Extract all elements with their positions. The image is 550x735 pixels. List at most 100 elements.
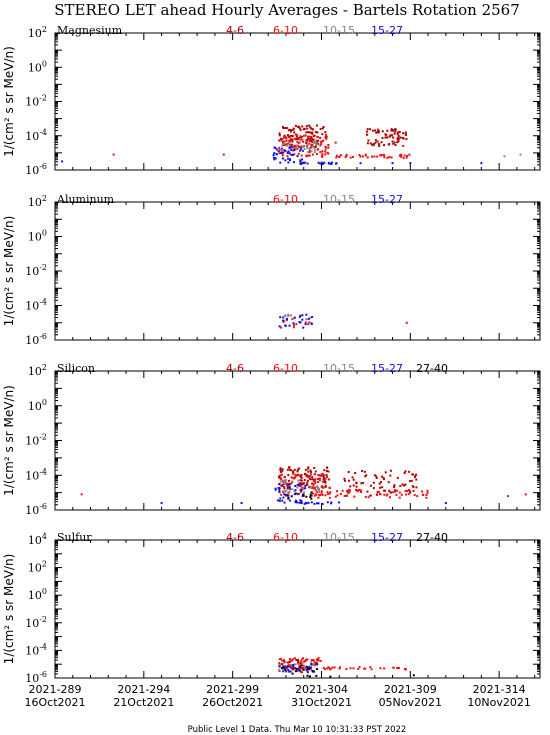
- data-point-4-6: [397, 134, 400, 137]
- data-point-15-27: [288, 499, 291, 502]
- data-point-6-10: [285, 482, 288, 485]
- data-point-15-27: [307, 318, 310, 321]
- data-point-4-6: [293, 131, 296, 134]
- chart-title: STEREO LET ahead Hourly Averages - Barte…: [54, 1, 520, 19]
- data-point-15-27: [301, 149, 304, 152]
- data-point-6-10: [359, 489, 362, 492]
- data-point-4-6: [386, 129, 389, 132]
- data-point-15-27: [302, 326, 305, 329]
- data-point-4-6: [291, 135, 294, 138]
- data-point-6-10: [309, 668, 312, 671]
- data-point-15-27: [278, 325, 281, 328]
- data-point-10-15: [301, 486, 304, 489]
- data-point-4-6: [307, 131, 310, 134]
- legend-15-27: 15-27: [371, 24, 403, 37]
- data-point-6-10: [413, 494, 416, 497]
- data-point-15-27: [287, 669, 290, 672]
- data-point-6-10: [320, 490, 323, 493]
- data-point-15-27: [285, 317, 288, 320]
- data-point-10-15: [316, 143, 319, 146]
- data-point-4-6: [309, 471, 312, 474]
- data-point-6-10: [328, 478, 331, 481]
- data-point-10-15: [316, 485, 319, 488]
- data-point-15-27: [299, 321, 302, 324]
- data-point-6-10: [361, 155, 364, 158]
- data-point-4-6: [365, 130, 368, 133]
- data-point-4-6: [393, 141, 396, 144]
- data-point-15-27: [313, 670, 316, 673]
- data-point-15-27: [328, 162, 331, 165]
- data-point-4-6: [291, 129, 294, 132]
- data-point-4-6: [308, 124, 311, 127]
- panel-silicon: 10-6 10-4 10-2 100 102 Silicon 4-6 6-10 10-15 15-…: [2, 362, 541, 517]
- data-point-15-27: [304, 323, 307, 326]
- data-point-6-10: [310, 136, 313, 139]
- data-point-4-6: [311, 131, 314, 134]
- data-point-4-6: [414, 475, 417, 478]
- data-point-15-27: [294, 484, 297, 487]
- data-point-6-10: [284, 476, 287, 479]
- data-point-4-6: [300, 136, 303, 139]
- data-point-4-6: [324, 485, 327, 488]
- data-point-6-10: [293, 153, 296, 156]
- data-point-15-27: [282, 496, 285, 499]
- data-point-6-10: [311, 487, 314, 490]
- data-point-4-6: [297, 138, 300, 141]
- y-tick-label: 10-4: [25, 642, 47, 657]
- data-point-10-15: [293, 489, 296, 492]
- data-point-6-10: [319, 136, 322, 139]
- data-point-6-10: [286, 484, 289, 487]
- data-point-6-10: [317, 659, 320, 662]
- data-point-4-6: [292, 471, 295, 474]
- data-point-4-6: [315, 661, 318, 664]
- data-point-4-6: [278, 134, 281, 137]
- data-point-4-6: [313, 466, 316, 469]
- data-point-15-27: [288, 324, 291, 327]
- data-point-4-6: [301, 483, 304, 486]
- data-point-6-10: [352, 156, 355, 159]
- x-tick-label-date: 05Nov2021: [379, 696, 442, 709]
- data-point-15-27: [284, 149, 287, 152]
- data-point-4-6: [279, 137, 282, 140]
- data-point-15-27: [313, 502, 316, 505]
- data-point-4-6: [373, 142, 376, 145]
- data-point-4-6: [399, 485, 402, 488]
- x-tick-label-date: 16Oct2021: [24, 696, 85, 709]
- data-point-10-15: [282, 662, 285, 665]
- data-point-6-10: [383, 156, 386, 159]
- data-point-4-6: [376, 140, 379, 143]
- data-point-6-10: [299, 660, 302, 663]
- data-point-6-10: [339, 492, 342, 495]
- data-point-6-10: [416, 495, 419, 498]
- data-point-4-6: [314, 481, 317, 484]
- data-point-6-10: [358, 665, 361, 668]
- data-point-4-6: [296, 137, 299, 140]
- plot-frame: [54, 539, 541, 679]
- legend-6-10: 6-10: [273, 193, 298, 206]
- data-point-6-10: [404, 489, 407, 492]
- data-point-4-6: [396, 141, 399, 144]
- data-point-6-10: [299, 670, 302, 673]
- data-point-15-27: [295, 500, 298, 503]
- data-point-6-10: [286, 155, 289, 158]
- data-point-10-15: [306, 143, 309, 146]
- data-point-4-6: [297, 473, 300, 476]
- legend-27-40: 27-40: [416, 362, 448, 375]
- data-point-4-6: [325, 135, 328, 138]
- data-point-4-6: [386, 136, 389, 139]
- data-point-6-10: [308, 485, 311, 488]
- data-point-6-10: [359, 155, 362, 158]
- data-point-4-6: [314, 663, 317, 666]
- data-point-4-6: [415, 478, 418, 481]
- data-point-4-6: [364, 475, 367, 478]
- data-point-15-27: [274, 487, 277, 490]
- data-point-6-10: [283, 148, 286, 151]
- data-point-4-6: [288, 466, 291, 469]
- data-point-15-27: [293, 161, 296, 164]
- data-point-15-27: [284, 324, 287, 327]
- data-point-4-6: [300, 664, 303, 667]
- data-point-15-27: [276, 499, 279, 502]
- data-point-4-6: [363, 470, 366, 473]
- data-point-15-27: [273, 158, 276, 161]
- data-point-6-10: [318, 478, 321, 481]
